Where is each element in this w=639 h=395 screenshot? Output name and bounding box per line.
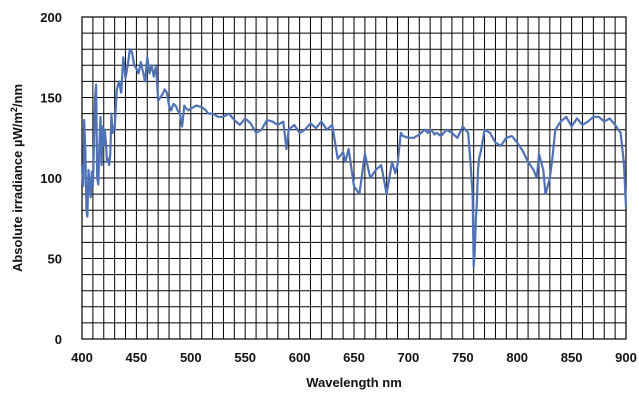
x-axis-title: Wavelength nm [306,375,402,390]
y-tick-label: 100 [40,171,62,186]
x-tick-label: 800 [506,350,528,365]
x-tick-label: 400 [71,350,93,365]
x-tick-label: 850 [561,350,583,365]
y-axis-title-main: Absolute irradiance µW/m [10,112,25,272]
y-tick-label: 50 [48,252,62,267]
x-tick-label: 700 [398,350,420,365]
x-tick-label: 600 [289,350,311,365]
y-tick-label: 150 [40,91,62,106]
x-tick-label: 650 [343,350,365,365]
y-tick-label: 200 [40,10,62,25]
x-tick-label: 900 [615,350,637,365]
x-tick-label: 550 [234,350,256,365]
y-axis-title: Absolute irradiance µW/m2/nm [9,84,25,272]
series-line-0 [80,48,628,268]
y-tick-label: 0 [55,332,62,347]
y-axis-ticks: 0 50 100 150 200 [40,10,62,347]
chart-series [80,48,628,268]
x-tick-label: 750 [452,350,474,365]
y-axis-title-unit: /nm [10,84,25,107]
x-tick-label: 500 [180,350,202,365]
x-axis-ticks: 400 450 500 550 600 650 700 750 800 850 900 [71,350,637,365]
x-tick-label: 450 [126,350,148,365]
y-axis-title-superscript: 2 [9,107,19,112]
